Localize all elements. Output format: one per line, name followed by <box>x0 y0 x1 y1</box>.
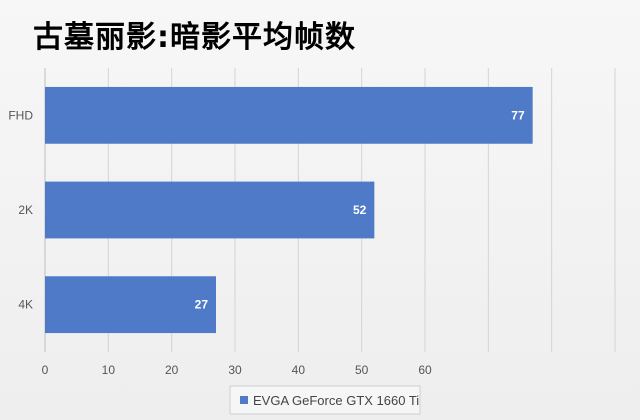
chart-title: 古墓丽影:暗影平均帧数 <box>33 20 356 55</box>
x-tick-label: 20 <box>165 363 179 377</box>
data-label: 77 <box>511 108 525 122</box>
x-tick-label: 60 <box>418 363 432 377</box>
x-tick-label: 10 <box>102 363 116 377</box>
y-axis-labels: FHD 2K 4K <box>8 108 33 311</box>
y-tick-label: 4K <box>18 298 33 312</box>
y-tick-label: 2K <box>18 203 33 217</box>
legend: EVGA GeForce GTX 1660 Ti <box>229 385 421 415</box>
data-label: 27 <box>195 298 209 312</box>
legend-label: EVGA GeForce GTX 1660 Ti <box>253 393 419 408</box>
legend-box <box>229 385 421 415</box>
bar <box>45 181 375 239</box>
bars: 77 52 27 <box>45 86 533 334</box>
legend-swatch <box>240 396 248 404</box>
x-tick-label: 30 <box>228 363 242 377</box>
data-label: 52 <box>353 203 367 217</box>
x-tick-label: 50 <box>355 363 369 377</box>
x-tick-label: 0 <box>42 363 49 377</box>
x-axis-labels: 0 10 20 30 40 50 60 <box>42 363 432 377</box>
x-tick-label: 40 <box>292 363 306 377</box>
bar <box>45 276 216 334</box>
y-tick-label: FHD <box>8 108 33 122</box>
bar <box>45 86 533 144</box>
